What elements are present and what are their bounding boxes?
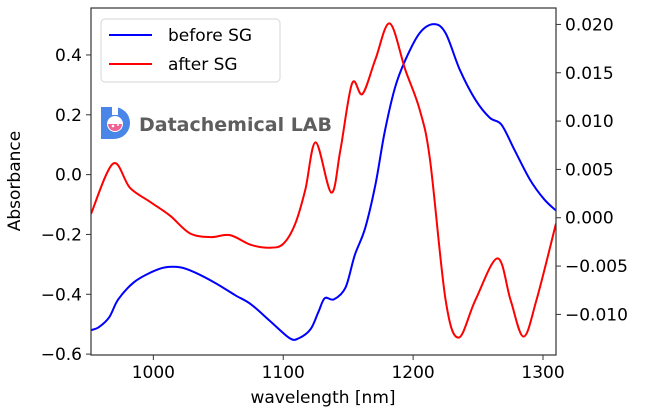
y-axis-title: Absorbance	[5, 131, 25, 231]
series-layer	[91, 22, 556, 341]
y-tick-label: 0.0	[55, 166, 82, 186]
y-tick-label: −0.2	[41, 225, 82, 245]
y-axis-left: 0.4 0.2 0.0 −0.2 −0.4 −0.6	[41, 46, 91, 365]
x-tick-label: 1100	[262, 363, 305, 383]
y2-tick-label: 0.005	[565, 160, 614, 180]
flask-logo-icon	[101, 106, 130, 139]
y2-tick-label: 0.000	[565, 209, 614, 229]
logo-bubble	[111, 124, 115, 128]
plot-frame	[90, 7, 557, 356]
y-tick-label: −0.6	[41, 345, 82, 365]
y-axis-right: 0.020 0.015 0.010 0.005 0.000 −0.005 −0.010	[556, 15, 628, 325]
logo-flask-neck	[112, 106, 118, 115]
legend-label-after-sg: after SG	[168, 55, 238, 75]
series-line-after-sg	[91, 22, 556, 339]
x-tick-label: 1300	[521, 363, 564, 383]
y2-tick-label: −0.010	[565, 305, 628, 325]
y2-tick-label: 0.015	[565, 64, 614, 84]
y-tick-label: 0.2	[55, 106, 82, 126]
y2-tick-label: 0.020	[565, 15, 614, 35]
x-axis: 1000 1100 1200 1300	[132, 355, 565, 383]
x-tick-label: 1000	[132, 363, 175, 383]
legend: before SG after SG	[100, 18, 281, 83]
y2-tick-label: 0.010	[565, 112, 614, 132]
x-axis-title: wavelength [nm]	[250, 388, 395, 408]
series-line-before-sg	[91, 23, 556, 341]
logo-bubble	[117, 124, 119, 126]
y-tick-label: −0.4	[41, 285, 82, 305]
y2-tick-label: −0.005	[565, 257, 628, 277]
y-tick-label: 0.4	[55, 46, 82, 66]
x-tick-label: 1200	[391, 363, 434, 383]
legend-label-before-sg: before SG	[168, 26, 252, 46]
watermark: Datachemical LAB	[101, 106, 332, 139]
watermark-text: Datachemical LAB	[139, 114, 332, 136]
